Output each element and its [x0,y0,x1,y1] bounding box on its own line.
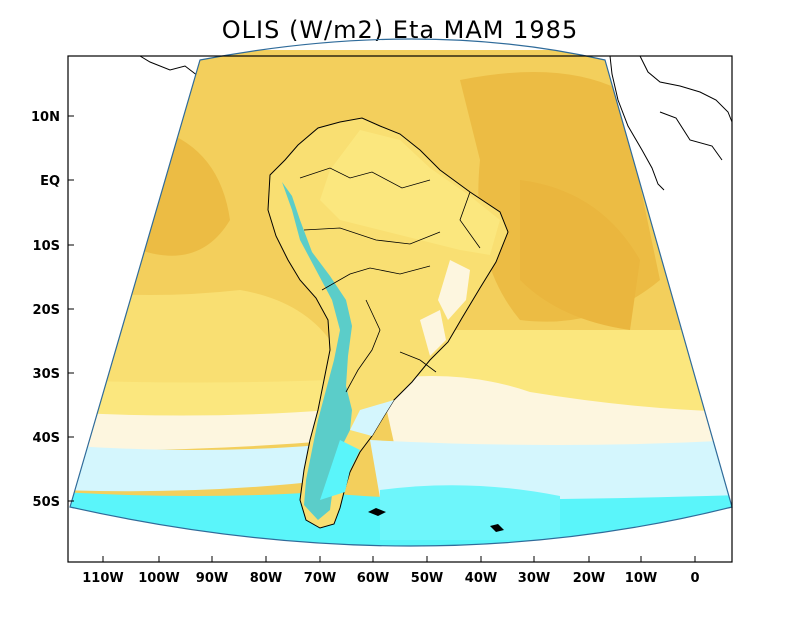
y-tick-30s: 30S [33,367,60,382]
x-tick-0: 0 [690,571,699,586]
x-tick-50w: 50W [411,571,443,586]
y-tick-40s: 40S [33,431,60,446]
x-tick-100w: 100W [138,571,179,586]
x-tick-90w: 90W [196,571,228,586]
x-axis-ticks [102,556,696,562]
field-shading [70,50,732,546]
y-axis-labels: 10N EQ 10S 20S 30S 40S 50S [31,110,60,510]
x-axis-labels: 110W 100W 90W 80W 70W 60W 50W 40W 30W 20… [82,571,699,586]
domain-boundary [69,38,733,547]
x-tick-40w: 40W [465,571,497,586]
x-tick-110w: 110W [82,571,123,586]
y-tick-eq: EQ [40,174,60,189]
x-tick-70w: 70W [304,571,336,586]
y-tick-20s: 20S [33,303,60,318]
y-tick-10s: 10S [33,239,60,254]
y-tick-10n: 10N [31,110,60,125]
y-tick-50s: 50S [33,495,60,510]
x-tick-30w: 30W [518,571,550,586]
x-tick-10w: 10W [625,571,657,586]
falkland-islands [368,508,386,516]
y-axis-ticks [68,115,74,502]
x-tick-60w: 60W [357,571,389,586]
x-tick-20w: 20W [573,571,605,586]
x-tick-80w: 80W [250,571,282,586]
